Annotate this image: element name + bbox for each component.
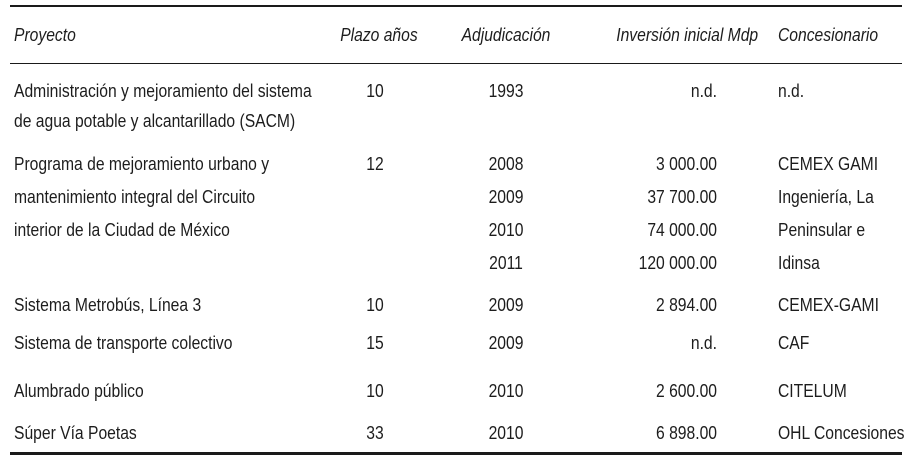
cell-line: 2010 [488, 381, 524, 401]
cell-line: 2009 [488, 295, 524, 315]
table-row: Súper Vía Poetas 33 2010 6 898.00 OHL Co… [10, 406, 905, 448]
cell-adjudicacion: 2008 2009 2010 2011 [415, 148, 597, 280]
cell-concesionario: CEMEX GAMI Ingeniería, La Peninsular e I… [745, 148, 902, 280]
cell-proyecto: Sistema Metrobús, Línea 3 [10, 290, 335, 320]
cell-line: CAF [778, 333, 810, 353]
cell-line: 6 898.00 [656, 423, 717, 443]
cell-line: n.d. [690, 81, 717, 101]
col-header-proyecto: Proyecto [10, 20, 335, 50]
cell-line: 37 700.00 [647, 187, 717, 207]
cell-proyecto: Administración y mejoramiento del sistem… [10, 76, 335, 136]
cell-concesionario: CAF [745, 328, 902, 358]
cell-plazo: 10 [335, 290, 415, 320]
cell-adjudicacion: 2009 [415, 290, 597, 320]
cell-line: 2 894.00 [656, 295, 717, 315]
col-header-label: Concesionario [778, 25, 879, 45]
cell-adjudicacion: 2010 [415, 376, 597, 406]
cell-line: 2009 [488, 187, 524, 207]
cell-line: Administración y mejoramiento del sistem… [14, 81, 312, 101]
cell-line: CEMEX GAMI [778, 154, 879, 174]
col-header-inversion-inicial: Inversión inicial Mdp [597, 20, 759, 50]
col-header-label: Plazo años [340, 25, 418, 45]
cell-line: n.d. [690, 333, 717, 353]
cell-line: 10 [366, 81, 384, 101]
cell-line: 2011 [489, 253, 523, 273]
cell-line: Súper Vía Poetas [14, 423, 137, 443]
cell-concesionario: CITELUM [745, 376, 902, 406]
cell-line: 12 [366, 154, 384, 174]
col-header-concesionario: Concesionario [745, 20, 902, 50]
table-row: Administración y mejoramiento del sistem… [10, 64, 902, 136]
cell-inversion: n.d. [597, 328, 745, 358]
cell-adjudicacion: 2009 [415, 328, 597, 358]
cell-proyecto: Súper Vía Poetas [10, 418, 335, 448]
cell-line: Idinsa [778, 253, 820, 273]
cell-line: CEMEX-GAMI [778, 295, 879, 315]
cell-line: Sistema de transporte colectivo [14, 333, 233, 353]
table-row: Programa de mejoramiento urbano y manten… [10, 136, 902, 280]
cell-concesionario: OHL Concesiones [745, 418, 905, 448]
cell-line: OHL Concesiones [778, 423, 905, 443]
col-header-label: Inversión inicial Mdp [616, 25, 759, 45]
cell-line: de agua potable y alcantarillado (SACM) [14, 111, 296, 131]
cell-line: n.d. [778, 81, 805, 101]
cell-line: mantenimiento integral del Circuito [14, 187, 256, 207]
cell-line: Ingeniería, La [778, 187, 874, 207]
col-header-label: Proyecto [14, 25, 76, 45]
table-header-row: Proyecto Plazo años Adjudicación Inversi… [10, 7, 902, 64]
cell-inversion: 6 898.00 [597, 418, 745, 448]
cell-plazo: 33 [335, 418, 415, 448]
cell-line: Programa de mejoramiento urbano y [14, 154, 270, 174]
cell-line: 15 [366, 333, 384, 353]
cell-plazo: 15 [335, 328, 415, 358]
cell-adjudicacion: 2010 [415, 418, 597, 448]
cell-proyecto: Alumbrado público [10, 376, 335, 406]
cell-line: 2008 [488, 154, 524, 174]
cell-line: 2010 [488, 423, 524, 443]
cell-line: Peninsular e [778, 220, 866, 240]
cell-line: 120 000.00 [638, 253, 717, 273]
cell-proyecto: Sistema de transporte colectivo [10, 328, 335, 358]
cell-line: 2 600.00 [656, 381, 717, 401]
cell-line: interior de la Ciudad de México [14, 220, 230, 240]
cell-inversion: 2 894.00 [597, 290, 745, 320]
cell-line: 10 [366, 295, 384, 315]
cell-line: 33 [366, 423, 384, 443]
cell-concesionario: n.d. [745, 76, 902, 106]
cell-line: Alumbrado público [14, 381, 144, 401]
cell-plazo: 12 [335, 148, 415, 181]
cell-line: 10 [366, 381, 384, 401]
cell-line: 74 000.00 [647, 220, 717, 240]
cell-plazo: 10 [335, 376, 415, 406]
cell-line: 3 000.00 [656, 154, 717, 174]
table-row: Alumbrado público 10 2010 2 600.00 CITEL… [10, 358, 902, 406]
cell-line: CITELUM [778, 381, 847, 401]
cell-inversion: 2 600.00 [597, 376, 745, 406]
col-header-label: Adjudicación [461, 25, 551, 45]
cell-line: Sistema Metrobús, Línea 3 [14, 295, 202, 315]
cell-line: 1993 [488, 81, 524, 101]
cell-inversion: n.d. [597, 76, 745, 106]
col-header-plazo-anos: Plazo años [335, 20, 418, 50]
cell-proyecto: Programa de mejoramiento urbano y manten… [10, 148, 335, 247]
table-row: Sistema de transporte colectivo 15 2009 … [10, 320, 902, 358]
cell-line: 2009 [488, 333, 524, 353]
cell-line: 2010 [488, 220, 524, 240]
col-header-adjudicacion: Adjudicación [415, 20, 597, 50]
cell-concesionario: CEMEX-GAMI [745, 290, 902, 320]
table-row: Sistema Metrobús, Línea 3 10 2009 2 894.… [10, 280, 902, 320]
cell-plazo: 10 [335, 76, 415, 106]
cell-inversion: 3 000.00 37 700.00 74 000.00 120 000.00 [597, 148, 745, 280]
cell-adjudicacion: 1993 [415, 76, 597, 106]
concessions-table: Proyecto Plazo años Adjudicación Inversi… [10, 5, 905, 455]
